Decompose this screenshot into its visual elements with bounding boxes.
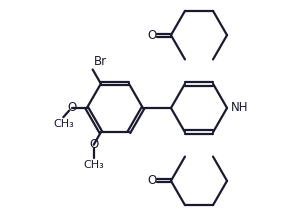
- Text: O: O: [147, 29, 157, 42]
- Text: Br: Br: [94, 55, 107, 68]
- Text: CH₃: CH₃: [53, 119, 74, 129]
- Text: CH₃: CH₃: [83, 160, 104, 170]
- Text: O: O: [68, 102, 77, 114]
- Text: NH: NH: [231, 102, 248, 114]
- Text: O: O: [89, 138, 98, 151]
- Text: O: O: [147, 174, 157, 187]
